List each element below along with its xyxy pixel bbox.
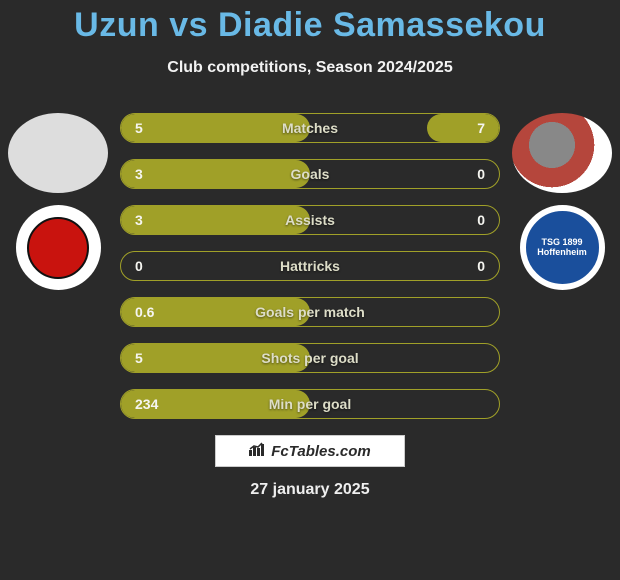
metric-row: 0 Hattricks 0 (120, 251, 500, 281)
left-value: 3 (121, 166, 143, 182)
left-value: 5 (121, 350, 143, 366)
left-club-crest (16, 205, 101, 290)
metric-rows: 5 Matches 7 3 Goals 0 3 Assists 0 0 Hattricks 0 0.6 G… (120, 113, 500, 419)
right-value: 0 (477, 258, 499, 274)
left-value: 5 (121, 120, 143, 136)
metric-row: 5 Matches 7 (120, 113, 500, 143)
right-club-crest: TSG 1899 Hoffenheim (520, 205, 605, 290)
metric-label: Assists (285, 212, 335, 228)
metric-label: Goals (291, 166, 330, 182)
left-fill (121, 160, 310, 188)
metric-row: 5 Shots per goal (120, 343, 500, 373)
comparison-chart: TSG 1899 Hoffenheim 5 Matches 7 3 Goals 0 3 Ass… (0, 113, 620, 419)
right-value: 0 (477, 166, 499, 182)
left-player-stack (8, 113, 108, 290)
metric-row: 0.6 Goals per match (120, 297, 500, 327)
right-player-stack: TSG 1899 Hoffenheim (512, 113, 612, 290)
brand-badge: FcTables.com (215, 435, 405, 467)
metric-row: 3 Assists 0 (120, 205, 500, 235)
right-value: 0 (477, 212, 499, 228)
metric-row: 234 Min per goal (120, 389, 500, 419)
snapshot-date: 27 january 2025 (0, 481, 620, 499)
right-value: 7 (477, 120, 499, 136)
metric-label: Min per goal (269, 396, 351, 412)
left-player-photo (8, 113, 108, 193)
metric-label: Goals per match (255, 304, 365, 320)
brand-label: FcTables.com (271, 443, 370, 460)
comparison-subtitle: Club competitions, Season 2024/2025 (0, 59, 620, 77)
left-fill (121, 206, 310, 234)
left-value: 0 (121, 258, 143, 274)
left-value: 3 (121, 212, 143, 228)
metric-label: Matches (282, 120, 338, 136)
right-player-photo (512, 113, 612, 193)
metric-row: 3 Goals 0 (120, 159, 500, 189)
metric-label: Shots per goal (261, 350, 358, 366)
comparison-title: Uzun vs Diadie Samassekou (0, 0, 620, 45)
eagle-icon (27, 217, 89, 279)
left-value: 234 (121, 396, 158, 412)
left-value: 0.6 (121, 304, 154, 320)
chart-glyph-icon (249, 442, 265, 460)
metric-label: Hattricks (280, 258, 340, 274)
